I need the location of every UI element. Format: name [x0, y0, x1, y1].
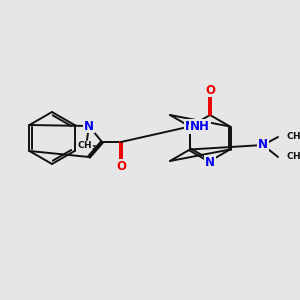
Text: $\mathregular{CH_3}$: $\mathregular{CH_3}$	[286, 151, 300, 163]
Text: N: N	[185, 120, 195, 133]
Text: O: O	[116, 160, 126, 172]
Text: N: N	[258, 139, 268, 152]
Text: N: N	[205, 155, 215, 169]
Text: $\mathregular{CH_3}$: $\mathregular{CH_3}$	[286, 131, 300, 143]
Text: O: O	[205, 83, 215, 97]
Text: N: N	[84, 119, 94, 133]
Text: $\mathregular{CH_3}$: $\mathregular{CH_3}$	[77, 140, 97, 152]
Text: NH: NH	[190, 120, 210, 133]
